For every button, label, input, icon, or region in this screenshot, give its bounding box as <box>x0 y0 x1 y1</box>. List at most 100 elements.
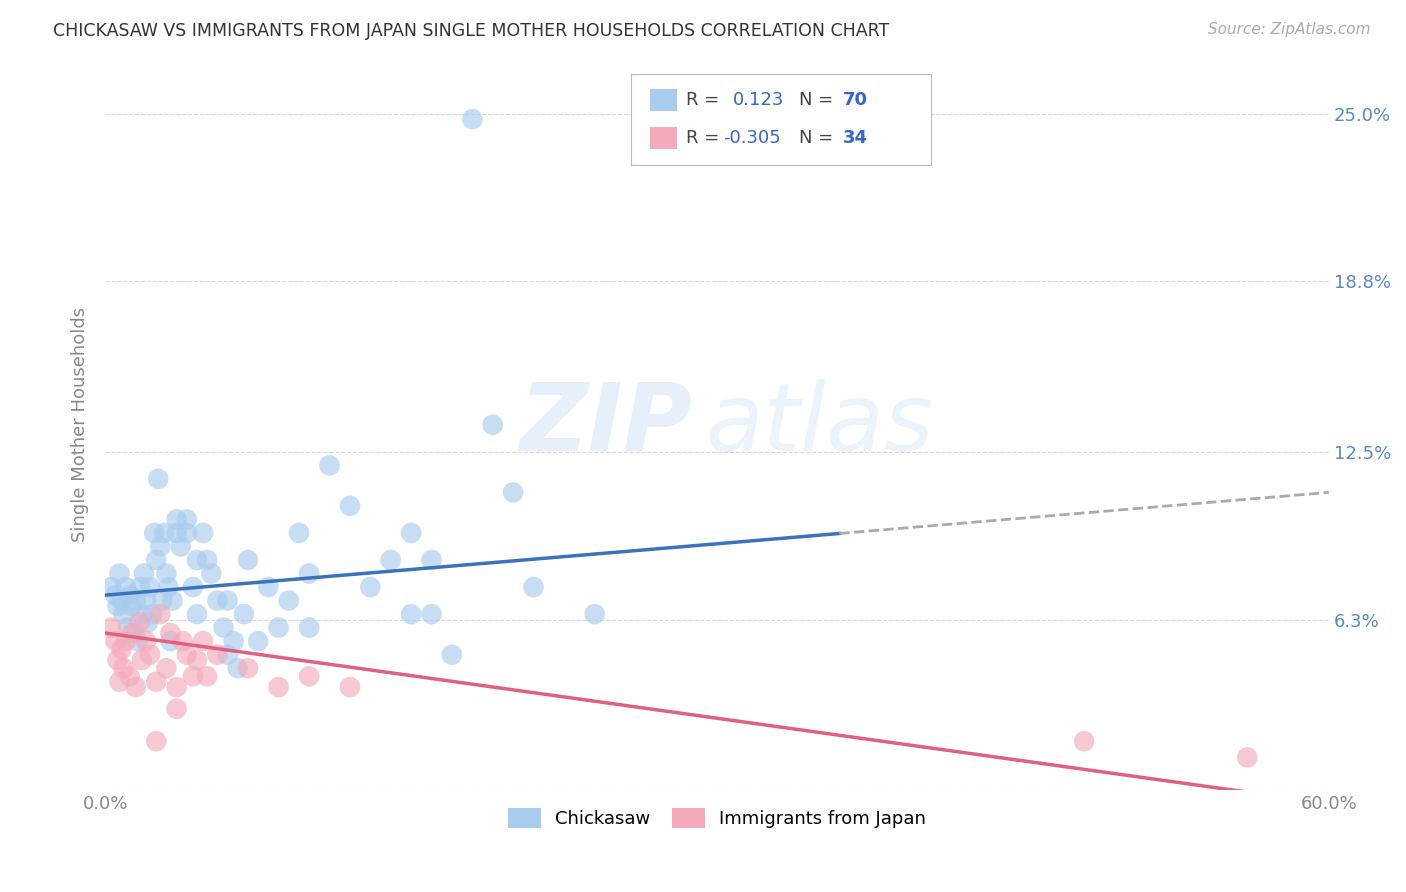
Point <box>155 566 177 581</box>
Point <box>112 661 135 675</box>
Point <box>145 553 167 567</box>
Point <box>298 566 321 581</box>
Point <box>247 634 270 648</box>
Point <box>440 648 463 662</box>
Text: -0.305: -0.305 <box>723 128 780 147</box>
Point <box>122 626 145 640</box>
Point <box>207 593 229 607</box>
Point <box>139 580 162 594</box>
Text: N =: N = <box>799 128 834 147</box>
Point <box>522 580 544 594</box>
Point <box>128 580 150 594</box>
Point <box>149 607 172 621</box>
Point <box>136 615 159 630</box>
Point <box>212 621 235 635</box>
FancyBboxPatch shape <box>650 89 676 111</box>
Point <box>181 669 204 683</box>
Point <box>128 615 150 630</box>
Point <box>267 680 290 694</box>
Point <box>166 680 188 694</box>
Text: CHICKASAW VS IMMIGRANTS FROM JAPAN SINGLE MOTHER HOUSEHOLDS CORRELATION CHART: CHICKASAW VS IMMIGRANTS FROM JAPAN SINGL… <box>53 22 890 40</box>
Point <box>583 607 606 621</box>
Point <box>186 607 208 621</box>
Point <box>200 566 222 581</box>
Legend: Chickasaw, Immigrants from Japan: Chickasaw, Immigrants from Japan <box>501 800 934 836</box>
Point <box>125 680 148 694</box>
FancyBboxPatch shape <box>631 74 931 166</box>
Point <box>1073 734 1095 748</box>
Point <box>420 607 443 621</box>
Point <box>176 525 198 540</box>
Point <box>149 540 172 554</box>
Point <box>118 588 141 602</box>
Point <box>121 599 143 613</box>
Point <box>170 540 193 554</box>
Point <box>166 512 188 526</box>
Point <box>131 653 153 667</box>
Point <box>107 653 129 667</box>
Point <box>107 599 129 613</box>
Point <box>159 626 181 640</box>
Point <box>150 593 173 607</box>
Point <box>145 674 167 689</box>
Point <box>121 626 143 640</box>
Text: 70: 70 <box>844 91 868 109</box>
Point <box>195 669 218 683</box>
Point <box>166 702 188 716</box>
Point <box>104 634 127 648</box>
Text: 0.123: 0.123 <box>733 91 785 109</box>
Point <box>157 580 180 594</box>
Point <box>114 580 136 594</box>
Point <box>108 674 131 689</box>
Point <box>112 607 135 621</box>
Point <box>232 607 254 621</box>
Point <box>186 653 208 667</box>
Point <box>155 661 177 675</box>
Text: ZIP: ZIP <box>520 379 693 471</box>
Point <box>153 525 176 540</box>
Point <box>217 593 239 607</box>
Point <box>127 634 149 648</box>
Point <box>222 634 245 648</box>
Point <box>318 458 340 473</box>
Point <box>135 634 157 648</box>
Point <box>110 593 132 607</box>
Point <box>288 525 311 540</box>
Point <box>143 525 166 540</box>
Point <box>195 553 218 567</box>
Point <box>118 669 141 683</box>
Point <box>100 580 122 594</box>
Text: N =: N = <box>799 91 834 109</box>
Point <box>1236 750 1258 764</box>
Point <box>117 621 139 635</box>
Point <box>166 525 188 540</box>
Point <box>359 580 381 594</box>
Point <box>236 661 259 675</box>
Point <box>191 634 214 648</box>
Point <box>145 734 167 748</box>
Point <box>267 621 290 635</box>
Point <box>141 607 163 621</box>
Point <box>481 417 503 432</box>
Point <box>257 580 280 594</box>
Point <box>132 566 155 581</box>
Text: R =: R = <box>686 128 720 147</box>
Point <box>139 648 162 662</box>
Point <box>135 593 157 607</box>
Point <box>181 580 204 594</box>
Point <box>176 512 198 526</box>
Point <box>420 553 443 567</box>
Point <box>125 593 148 607</box>
Point <box>186 553 208 567</box>
Point <box>399 607 422 621</box>
Point <box>104 588 127 602</box>
Point <box>339 499 361 513</box>
Point <box>110 642 132 657</box>
Point <box>217 648 239 662</box>
Point <box>148 472 170 486</box>
Point <box>399 525 422 540</box>
Point <box>162 593 184 607</box>
Point <box>159 634 181 648</box>
Point <box>191 525 214 540</box>
Point <box>226 661 249 675</box>
